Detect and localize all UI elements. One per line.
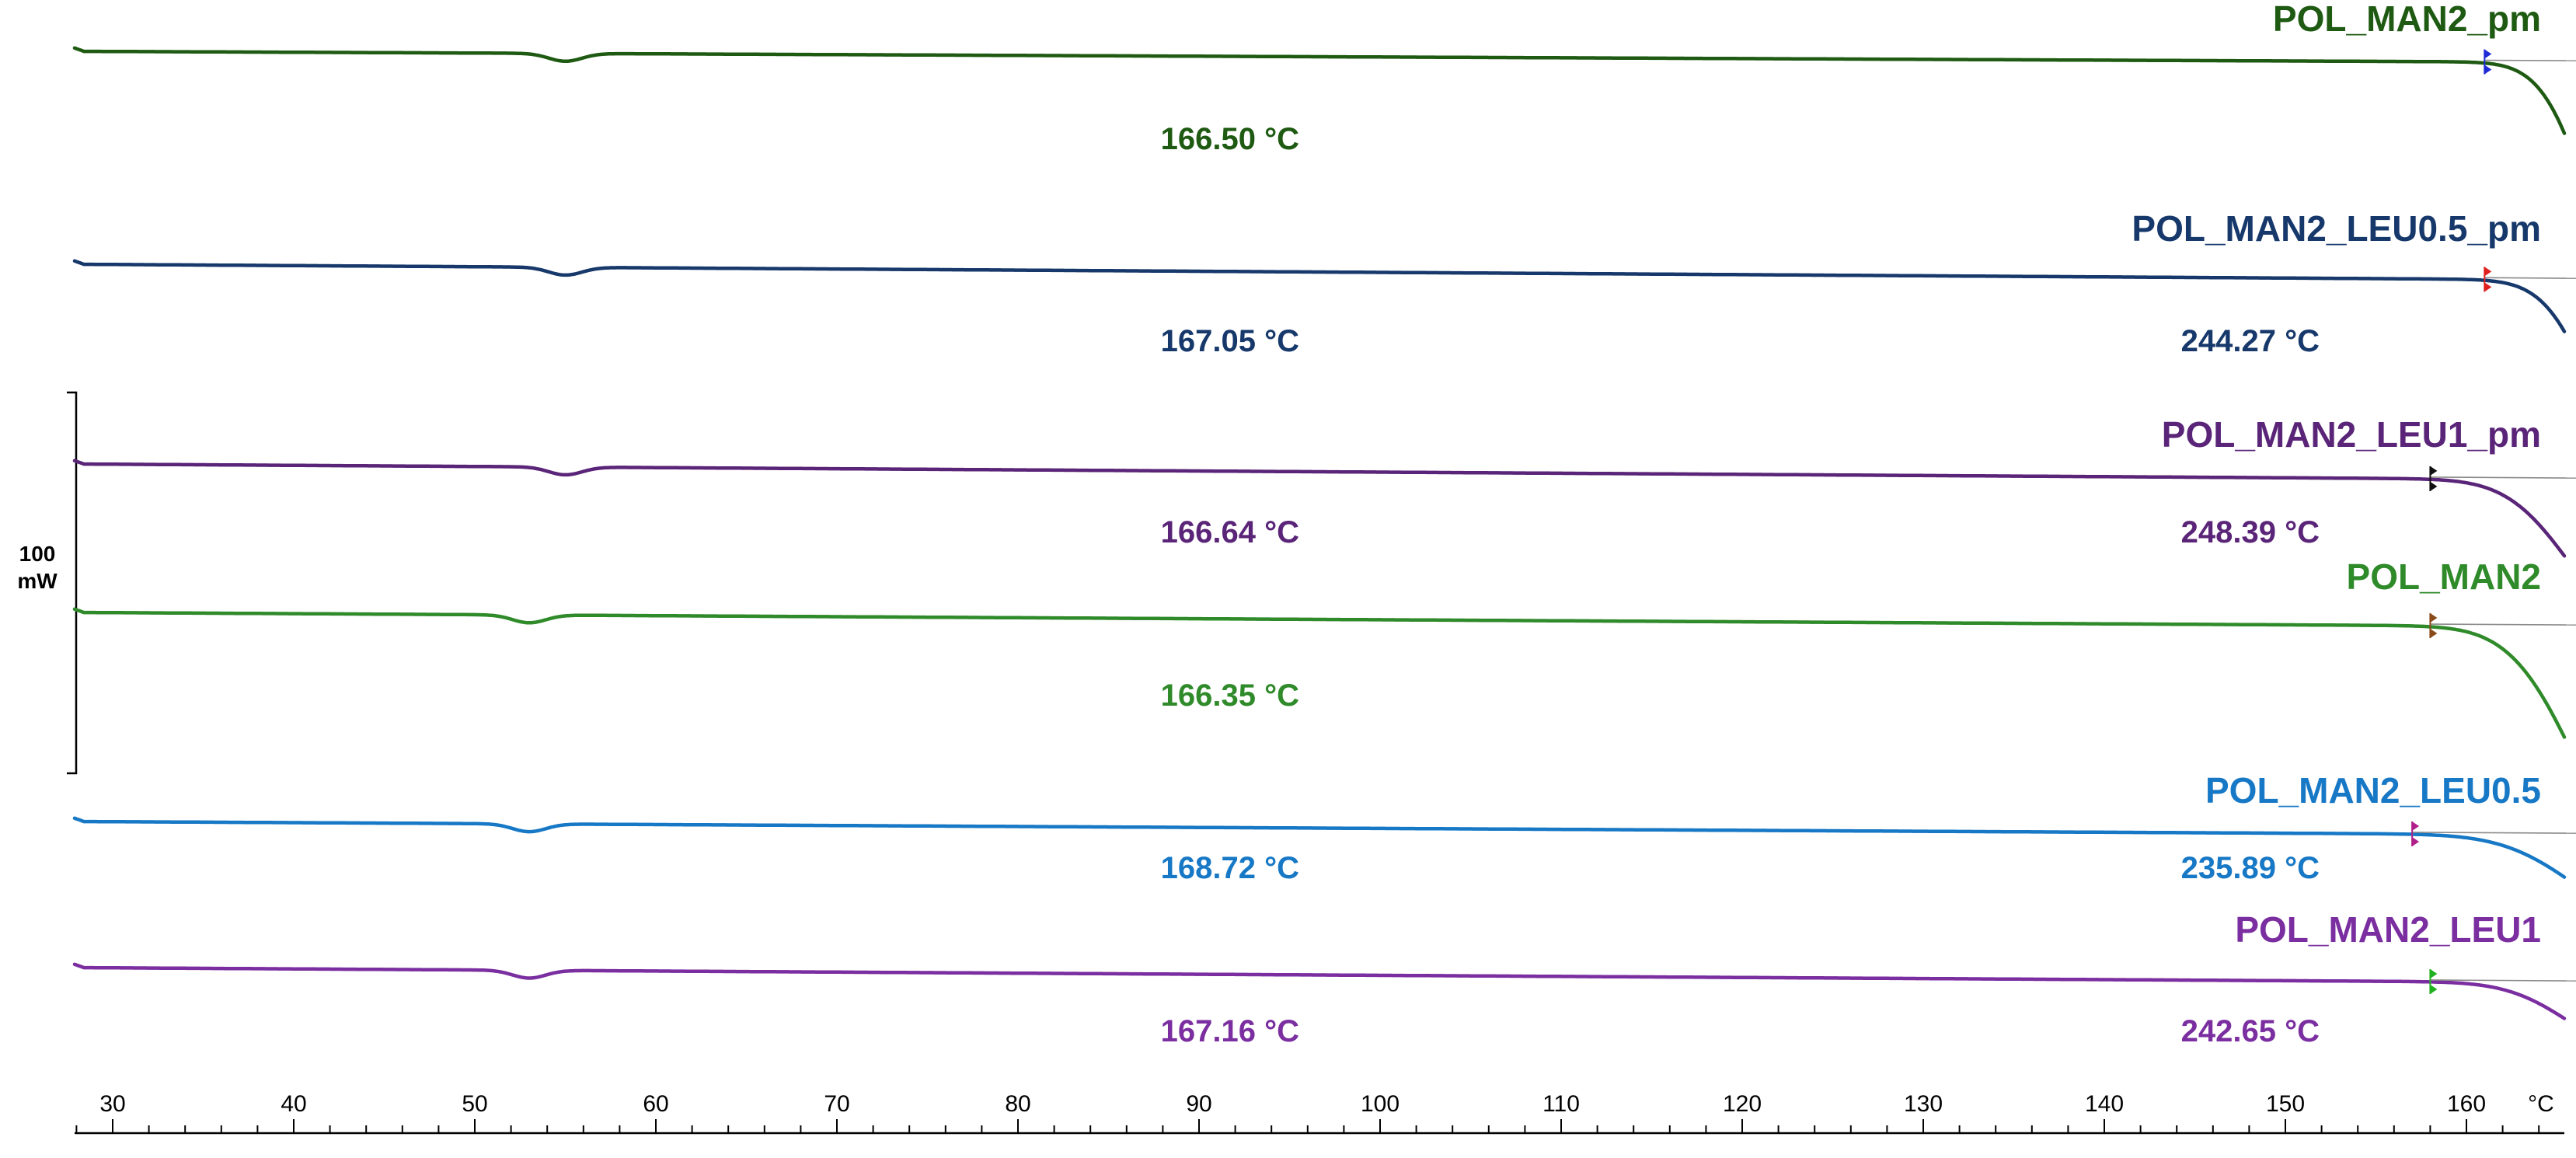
- series-label-pol-man2-leu0-5-pm: POL_MAN2_LEU0.5_pm: [2132, 208, 2541, 249]
- x-tick-label: 90: [1186, 1091, 1211, 1117]
- peak-label: 166.50 °C: [1161, 122, 1299, 156]
- x-tick-label: 80: [1005, 1091, 1030, 1117]
- series-label-pol-man2-leu1-pm: POL_MAN2_LEU1_pm: [2162, 414, 2541, 455]
- onset-marker: [2430, 629, 2438, 639]
- curve-pol-man2-leu0-5-pm: [72, 259, 2567, 333]
- curve-pol-man2-pm: [72, 46, 2567, 135]
- peak-label: 235.89 °C: [2181, 851, 2320, 885]
- scale-bar-value: 100: [19, 542, 56, 566]
- scale-bar: 100 mW: [17, 391, 78, 775]
- x-tick-label: 30: [99, 1091, 125, 1117]
- integration-baseline: [2412, 832, 2576, 834]
- x-tick-label: 130: [1904, 1091, 1943, 1117]
- series-label-pol-man2: POL_MAN2: [2347, 556, 2541, 597]
- x-tick-label: 160: [2447, 1091, 2486, 1117]
- series-label-pol-man2-leu0-5: POL_MAN2_LEU0.5: [2205, 770, 2541, 811]
- onset-marker: [2430, 613, 2438, 623]
- x-tick-label: 110: [1542, 1091, 1580, 1117]
- onset-marker: [2430, 968, 2438, 978]
- x-tick-label: 150: [2266, 1091, 2305, 1117]
- integration-baseline: [2430, 623, 2576, 626]
- peak-label: 248.39 °C: [2181, 515, 2320, 549]
- x-tick-label: 140: [2085, 1091, 2124, 1117]
- curve-pol-man2-leu0-5: [72, 816, 2567, 879]
- peak-label: 167.05 °C: [1161, 324, 1299, 358]
- peak-label: 242.65 °C: [2181, 1014, 2320, 1048]
- onset-marker: [2430, 984, 2438, 994]
- curve-pol-man2-leu1: [72, 962, 2567, 1020]
- x-axis: 3040506070809010011012013014015016017018…: [75, 1091, 2564, 1135]
- series-label-pol-man2-pm: POL_MAN2_pm: [2273, 0, 2541, 39]
- peak-label: 168.72 °C: [1161, 851, 1299, 885]
- scale-bar-unit: mW: [17, 569, 58, 593]
- onset-marker: [2430, 481, 2438, 491]
- x-tick-label: 70: [824, 1091, 849, 1117]
- x-tick-label: 120: [1723, 1091, 1762, 1117]
- onset-marker: [2484, 65, 2492, 75]
- integration-baseline: [2484, 277, 2576, 279]
- peak-label: 166.64 °C: [1161, 515, 1299, 549]
- peak-label: 166.35 °C: [1161, 678, 1299, 713]
- curves: [72, 46, 2576, 1020]
- x-tick-label: 40: [281, 1091, 306, 1117]
- onset-marker: [2484, 282, 2492, 292]
- integration-baseline: [2430, 476, 2576, 479]
- peak-label: 167.16 °C: [1161, 1014, 1299, 1048]
- integration-baseline: [2430, 979, 2576, 982]
- scale-bar-bracket: [67, 391, 78, 775]
- onset-marker: [2412, 836, 2420, 846]
- x-axis-unit: °C: [2528, 1091, 2554, 1117]
- onset-marker: [2412, 821, 2420, 831]
- x-tick-label: 60: [643, 1091, 668, 1117]
- peak-label: 244.27 °C: [2181, 324, 2320, 358]
- labels: 166.50 °C POL_MAN2_pm 167.05 °C 244.27 °C PO…: [1161, 0, 2541, 1048]
- series-label-pol-man2-leu1: POL_MAN2_LEU1: [2235, 909, 2541, 950]
- onset-marker: [2484, 49, 2492, 59]
- onset-marker: [2430, 466, 2438, 476]
- x-tick-label: 100: [1361, 1091, 1400, 1117]
- onset-marker: [2484, 267, 2492, 277]
- curve-pol-man2-leu1-pm: [72, 459, 2567, 558]
- x-tick-label: 50: [462, 1091, 487, 1117]
- curve-pol-man2: [72, 607, 2567, 739]
